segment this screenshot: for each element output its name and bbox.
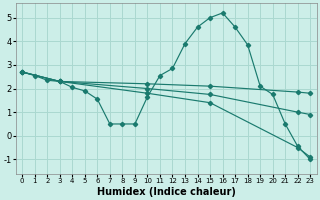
X-axis label: Humidex (Indice chaleur): Humidex (Indice chaleur) <box>97 187 236 197</box>
